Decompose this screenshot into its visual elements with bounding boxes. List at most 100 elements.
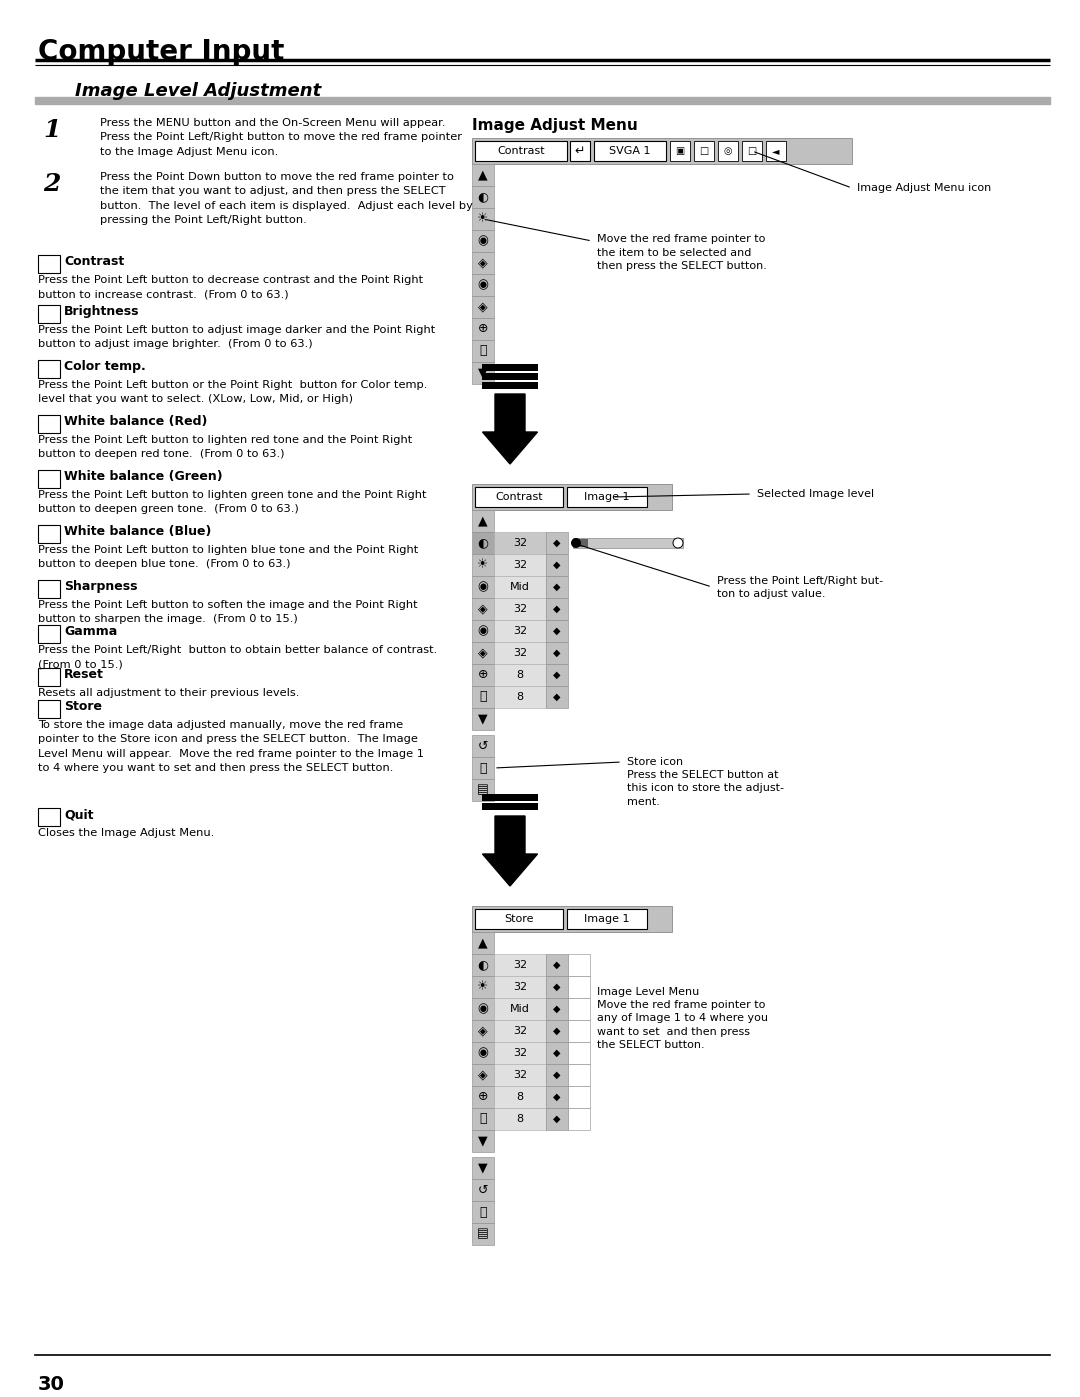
Text: White balance (Red): White balance (Red)	[64, 415, 207, 427]
Text: Press the Point Left/Right but-
ton to adjust value.: Press the Point Left/Right but- ton to a…	[717, 576, 883, 599]
Text: ▤: ▤	[477, 784, 489, 796]
Bar	[472, 1085, 494, 1108]
Bar	[742, 141, 762, 161]
Text: 8: 8	[516, 692, 524, 703]
Bar	[472, 1020, 494, 1042]
Bar	[568, 1085, 590, 1108]
Text: ↺: ↺	[477, 1183, 488, 1196]
Text: ☀: ☀	[477, 559, 488, 571]
Text: Store: Store	[64, 700, 102, 712]
Bar	[546, 664, 568, 686]
Bar	[482, 365, 538, 372]
Text: 8: 8	[516, 1092, 524, 1102]
Bar	[472, 1179, 494, 1201]
Bar	[482, 803, 538, 810]
Bar	[494, 977, 546, 997]
Text: Computer Input: Computer Input	[38, 38, 284, 66]
Text: 32: 32	[513, 560, 527, 570]
Bar	[472, 1157, 494, 1179]
Text: ☀: ☀	[477, 212, 488, 225]
Bar	[472, 1201, 494, 1222]
Text: ◆: ◆	[553, 1048, 561, 1058]
Text: Press the Point Down button to move the red frame pointer to
the item that you w: Press the Point Down button to move the …	[100, 172, 473, 225]
Bar	[472, 735, 494, 757]
Text: ⤳: ⤳	[480, 690, 487, 704]
Bar	[472, 1042, 494, 1065]
Text: Press the MENU button and the On-Screen Menu will appear.
Press the Point Left/R: Press the MENU button and the On-Screen …	[100, 117, 462, 156]
Bar	[38, 415, 60, 433]
Bar	[670, 141, 690, 161]
Bar	[472, 362, 494, 384]
Text: ◆: ◆	[553, 1092, 561, 1102]
Bar	[494, 997, 546, 1020]
Text: ▼: ▼	[478, 712, 488, 725]
Bar	[472, 954, 494, 977]
Text: ◉: ◉	[477, 1003, 488, 1016]
Text: ⭯: ⭯	[480, 1206, 487, 1218]
Bar	[546, 1085, 568, 1108]
Text: Press the Point Left/Right  button to obtain better balance of contrast.
(From 0: Press the Point Left/Right button to obt…	[38, 645, 437, 669]
Text: 30: 30	[38, 1375, 65, 1394]
Bar	[472, 483, 672, 510]
Circle shape	[571, 538, 581, 548]
Bar	[482, 793, 538, 800]
Text: Reset: Reset	[64, 668, 104, 680]
Text: Image 1: Image 1	[584, 492, 630, 502]
Text: Resets all adjustment to their previous levels.: Resets all adjustment to their previous …	[38, 687, 299, 698]
Text: Store: Store	[504, 914, 534, 923]
Text: Image 1: Image 1	[584, 914, 630, 923]
Text: ◆: ◆	[553, 604, 561, 615]
Text: Press the Point Left button to lighten red tone and the Point Right
button to de: Press the Point Left button to lighten r…	[38, 434, 413, 460]
Bar	[472, 296, 494, 319]
Text: ◈: ◈	[478, 300, 488, 313]
Bar	[472, 555, 494, 576]
Text: Contrast: Contrast	[64, 256, 124, 268]
Text: White balance (Green): White balance (Green)	[64, 469, 222, 483]
Bar	[546, 620, 568, 643]
Text: ▼: ▼	[478, 1134, 488, 1147]
Bar	[494, 954, 546, 977]
Text: Contrast: Contrast	[496, 492, 543, 502]
Text: Press the Point Left button to lighten green tone and the Point Right
button to : Press the Point Left button to lighten g…	[38, 490, 427, 514]
Text: ☀: ☀	[477, 981, 488, 993]
Text: ⊕: ⊕	[477, 669, 488, 682]
Text: 8: 8	[516, 1113, 524, 1125]
Bar	[494, 620, 546, 643]
Text: 32: 32	[513, 626, 527, 636]
Bar	[472, 510, 494, 532]
Bar	[546, 1020, 568, 1042]
Bar	[482, 381, 538, 388]
Bar	[472, 576, 494, 598]
Bar	[546, 977, 568, 997]
Text: ◆: ◆	[553, 960, 561, 970]
Bar	[546, 1065, 568, 1085]
Text: ◈: ◈	[478, 257, 488, 270]
Text: Image Level Adjustment: Image Level Adjustment	[75, 82, 321, 101]
Bar	[472, 339, 494, 362]
Bar	[494, 1065, 546, 1085]
Bar	[472, 997, 494, 1020]
Text: ◉: ◉	[477, 235, 488, 247]
Text: Contrast: Contrast	[497, 147, 544, 156]
Bar	[35, 96, 1050, 103]
Text: Mid: Mid	[510, 1004, 530, 1014]
Bar	[494, 664, 546, 686]
Bar	[38, 256, 60, 272]
Bar	[494, 1085, 546, 1108]
Bar	[475, 909, 563, 929]
Bar	[472, 1108, 494, 1130]
Bar	[472, 598, 494, 620]
Bar	[694, 141, 714, 161]
Text: Image Adjust Menu: Image Adjust Menu	[472, 117, 638, 133]
Text: ⭯: ⭯	[480, 761, 487, 774]
Bar	[38, 525, 60, 543]
Text: ◐: ◐	[477, 536, 488, 549]
Text: White balance (Blue): White balance (Blue)	[64, 525, 212, 538]
Text: ◈: ◈	[478, 602, 488, 616]
Text: ▲: ▲	[478, 169, 488, 182]
Text: ◆: ◆	[553, 626, 561, 636]
Text: ⤳: ⤳	[480, 345, 487, 358]
Bar	[472, 231, 494, 251]
Bar	[38, 700, 60, 718]
Bar	[546, 1042, 568, 1065]
